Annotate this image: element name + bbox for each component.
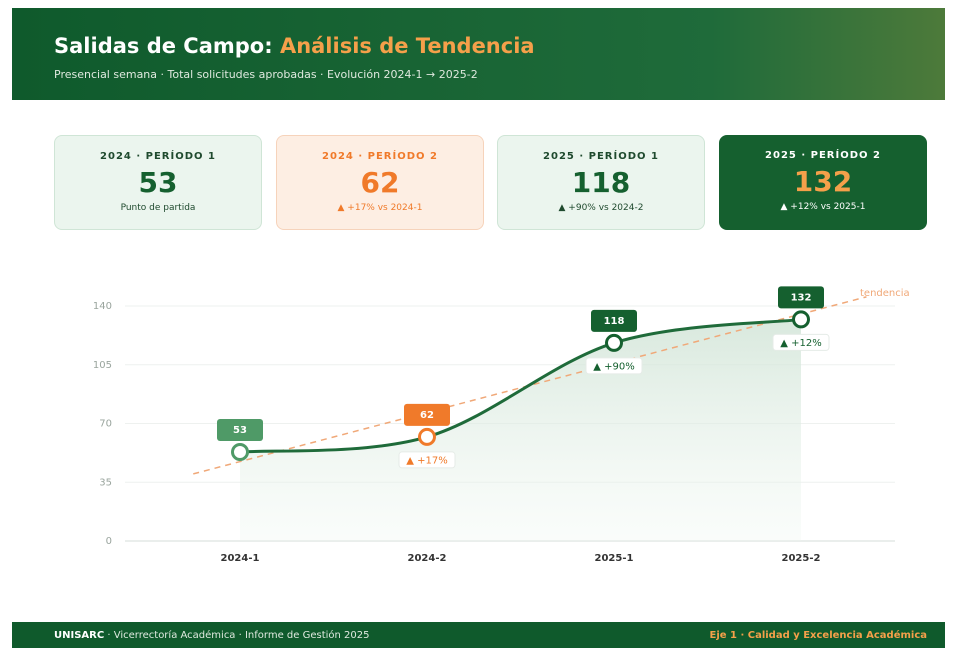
value-label-box (778, 286, 824, 309)
change-label: ▲ +12% (780, 338, 821, 349)
area (240, 319, 801, 541)
title-accent: Análisis de Tendencia (279, 34, 535, 58)
title-main: Salidas de Campo: (54, 34, 273, 58)
y-tick-label: 0 (106, 536, 112, 547)
change-label: ▲ +90% (593, 361, 634, 372)
value-label-box (404, 403, 450, 426)
value-label-box (591, 309, 637, 332)
point (231, 443, 249, 462)
kpi-card: 2024 · PERÍODO 1 53 Punto de partida (54, 135, 262, 230)
value-label: 118 (604, 316, 625, 327)
kpi-card: 2024 · PERÍODO 2 62 ▲ +17% vs 2024-1 (276, 135, 484, 230)
kpi-note: Punto de partida (120, 203, 196, 213)
footer-brand: UNISARC (54, 630, 105, 641)
value-label: 53 (233, 425, 247, 436)
footer-left: UNISARC · Vicerrectoría Académica · Info… (54, 630, 369, 641)
kpi-label: 2024 · PERÍODO 1 (100, 151, 216, 162)
change-box (398, 451, 456, 469)
header: Salidas de Campo: Análisis de Tendencia … (12, 8, 945, 100)
point (418, 427, 436, 446)
kpi-value: 118 (571, 166, 631, 199)
y-tick-label: 105 (93, 360, 112, 371)
kpi-label: 2025 · PERÍODO 1 (543, 151, 659, 162)
y-tick-label: 70 (99, 419, 112, 430)
kpi-label: 2024 · PERÍODO 2 (322, 151, 438, 162)
title: Salidas de Campo: Análisis de Tendencia (54, 34, 535, 58)
kpi-note: ▲ +12% vs 2025-1 (780, 202, 866, 212)
change-label: ▲ +17% (406, 455, 447, 466)
trend-label: tendencia (860, 288, 910, 299)
kpi-note: ▲ +17% vs 2024-1 (337, 203, 423, 213)
footer: UNISARC · Vicerrectoría Académica · Info… (12, 622, 945, 648)
x-tick-label: 2025-2 (782, 553, 821, 564)
kpi-value: 132 (793, 165, 853, 198)
y-tick-label: 140 (93, 301, 112, 312)
x-tick-label: 2024-2 (408, 553, 447, 564)
footer-right: Eje 1 · Calidad y Excelencia Académica (709, 630, 927, 641)
kpi-note: ▲ +90% vs 2024-2 (558, 203, 644, 213)
value-label: 132 (791, 292, 812, 303)
kpi-value: 62 (360, 166, 400, 199)
line (239, 317, 802, 454)
kpi-card: 2025 · PERÍODO 2 132 ▲ +12% vs 2025-1 (719, 135, 927, 230)
subtitle: Presencial semana · Total solicitudes ap… (54, 68, 478, 81)
value-label-box (217, 419, 263, 442)
kpi-card: 2025 · PERÍODO 1 118 ▲ +90% vs 2024-2 (497, 135, 705, 230)
point (792, 310, 810, 329)
change-box (772, 333, 830, 351)
x-tick-label: 2024-1 (221, 553, 260, 564)
kpi-label: 2025 · PERÍODO 2 (765, 150, 881, 161)
change-box (585, 357, 643, 375)
point (605, 333, 623, 352)
x-tick-label: 2025-1 (595, 553, 634, 564)
y-tick-label: 35 (99, 477, 112, 488)
kpi-value: 53 (138, 166, 178, 199)
footer-text: · Vicerrectoría Académica · Informe de G… (104, 630, 370, 641)
value-label: 62 (420, 410, 434, 421)
